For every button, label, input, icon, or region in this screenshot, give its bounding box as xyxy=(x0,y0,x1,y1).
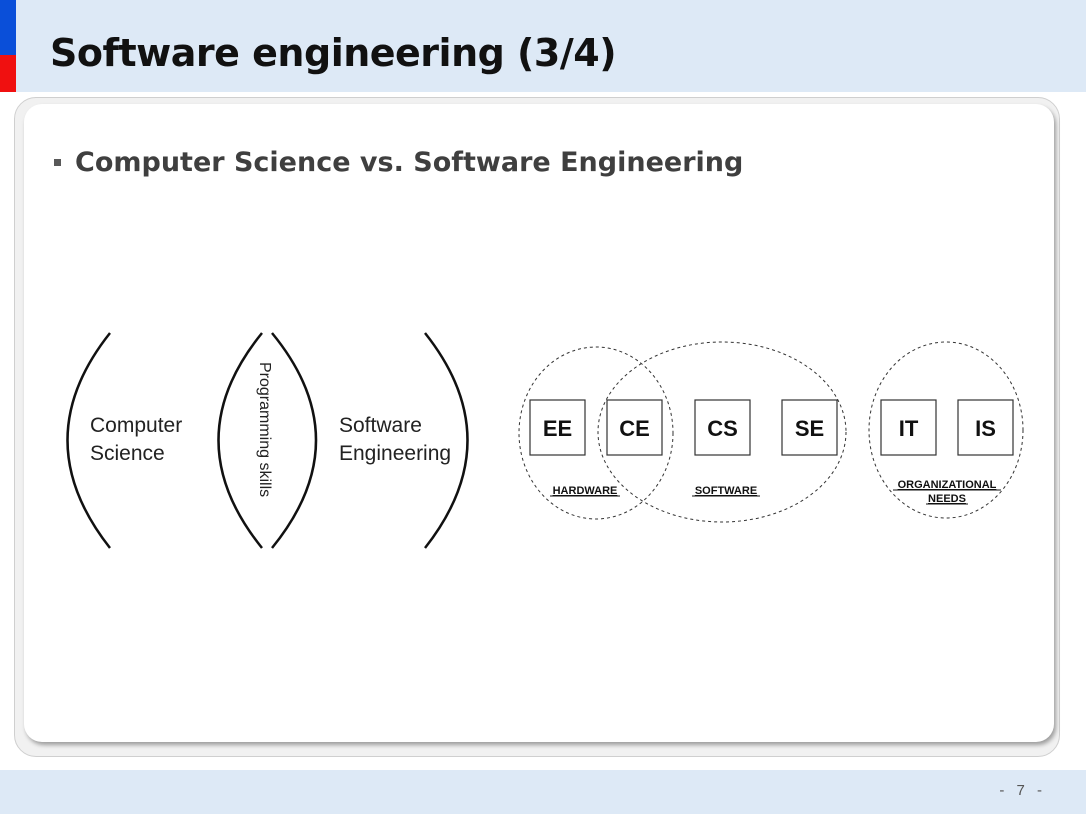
right-diagram-regions xyxy=(518,341,1024,523)
box-cs-label: CS xyxy=(707,416,738,441)
page-number: - 7 - xyxy=(999,782,1046,799)
middle-left-arc xyxy=(217,332,263,549)
bullet-square-icon xyxy=(54,158,61,166)
cs-label-line1: Computer xyxy=(90,414,182,437)
org-needs-label-line2: NEEDS xyxy=(928,493,966,505)
middle-right-arc xyxy=(271,332,318,549)
software-region xyxy=(597,341,847,523)
se-label-line2: Engineering xyxy=(339,442,451,465)
left-diagram-arcs xyxy=(66,332,469,549)
box-cs xyxy=(694,399,751,456)
cs-label-line2: Science xyxy=(90,442,165,465)
box-is-label: IS xyxy=(975,416,996,441)
bullet-text: Computer Science vs. Software Engineerin… xyxy=(75,146,744,178)
slide-header: Software engineering (3/4) xyxy=(0,0,1086,92)
box-ee-label: EE xyxy=(543,416,572,441)
se-label-line1: Software xyxy=(339,414,422,437)
box-se-label: SE xyxy=(795,416,824,441)
box-se xyxy=(781,399,838,456)
right-outer-arc xyxy=(424,332,469,549)
box-is xyxy=(957,399,1014,456)
box-it xyxy=(880,399,937,456)
box-ce xyxy=(606,399,663,456)
bullet-item: Computer Science vs. Software Engineerin… xyxy=(54,142,743,182)
box-it-label: IT xyxy=(899,416,919,441)
slide-footer: - 7 - xyxy=(0,770,1086,814)
slide-title: Software engineering (3/4) xyxy=(50,31,617,75)
discipline-boxes xyxy=(529,399,1014,456)
header-accent-red xyxy=(0,55,16,92)
programming-skills-label: Programming skills xyxy=(256,362,273,497)
software-label: SOFTWARE xyxy=(695,485,757,497)
box-ce-label: CE xyxy=(619,416,650,441)
left-outer-arc xyxy=(66,332,111,549)
box-ee xyxy=(529,399,586,456)
header-accent-blue xyxy=(0,0,16,55)
hardware-region xyxy=(518,346,674,520)
org-needs-label-line1: ORGANIZATIONAL xyxy=(898,479,997,491)
hardware-label: HARDWARE xyxy=(553,485,618,497)
organizational-region xyxy=(868,341,1024,519)
